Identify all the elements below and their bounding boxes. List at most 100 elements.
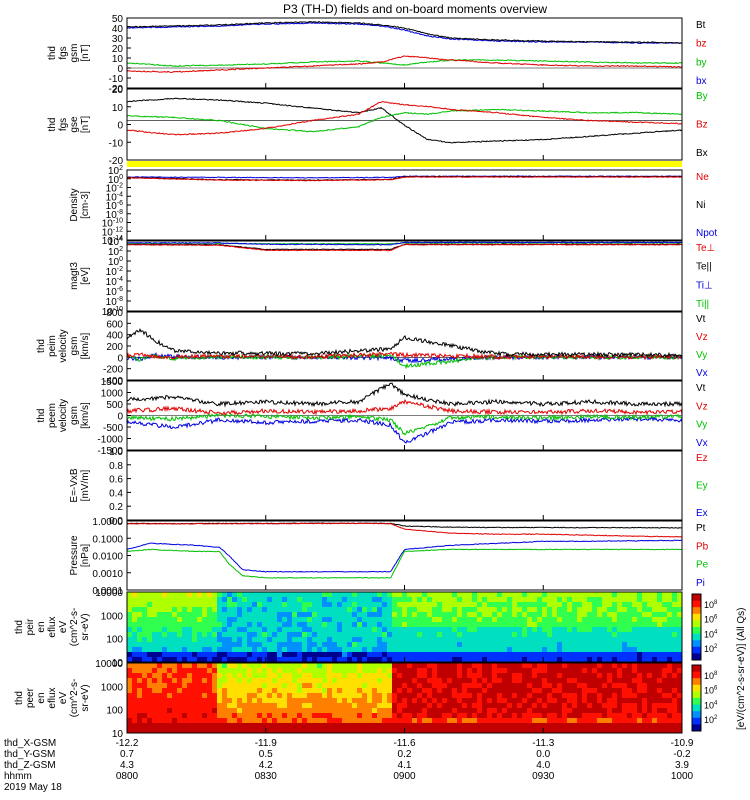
- heatmap-cell: [472, 612, 478, 618]
- heatmap-cell: [357, 592, 363, 598]
- heatmap-cell: [282, 627, 288, 633]
- heatmap-cell: [332, 652, 338, 658]
- heatmap-cell: [397, 632, 403, 638]
- heatmap-cell: [672, 673, 678, 679]
- heatmap-cell: [597, 627, 603, 633]
- heatmap-cell: [537, 637, 543, 643]
- heatmap-cell: [437, 602, 443, 608]
- heatmap-cell: [452, 683, 458, 689]
- heatmap-cell: [527, 728, 533, 734]
- heatmap-cell: [287, 718, 293, 724]
- x-tick-label: 0930: [532, 771, 555, 782]
- heatmap-cell: [517, 728, 523, 734]
- heatmap-cell: [482, 683, 488, 689]
- heatmap-cell: [207, 652, 213, 658]
- heatmap-cell: [597, 728, 603, 734]
- heatmap-cell: [352, 668, 358, 674]
- heatmap-cell: [497, 632, 503, 638]
- heatmap-cell: [432, 708, 438, 714]
- heatmap-cell: [482, 723, 488, 729]
- heatmap-cell: [542, 637, 548, 643]
- heatmap-cell: [377, 652, 383, 658]
- heatmap-cell: [562, 642, 568, 648]
- heatmap-cell: [332, 688, 338, 694]
- heatmap-cell: [617, 708, 623, 714]
- heatmap-cell: [162, 678, 168, 684]
- y-tick-label: -20: [109, 84, 124, 95]
- heatmap-cell: [527, 652, 533, 658]
- heatmap-cell: [487, 647, 493, 653]
- heatmap-cell: [557, 612, 563, 618]
- heatmap-cell: [492, 612, 498, 618]
- heatmap-cell: [352, 597, 358, 603]
- heatmap-cell: [322, 597, 328, 603]
- heatmap-cell: [672, 637, 678, 643]
- heatmap-cell: [462, 632, 468, 638]
- heatmap-cell: [402, 718, 408, 724]
- heatmap-cell: [327, 663, 333, 669]
- heatmap-cell: [347, 612, 353, 618]
- heatmap-cell: [572, 718, 578, 724]
- heatmap-cell: [567, 698, 573, 704]
- heatmap-cell: [597, 663, 603, 669]
- legend-entry: Bz: [696, 120, 708, 131]
- heatmap-cell: [572, 652, 578, 658]
- heatmap-cell: [322, 607, 328, 613]
- heatmap-cell: [267, 688, 273, 694]
- heatmap-cell: [397, 683, 403, 689]
- heatmap-cell: [302, 703, 308, 709]
- heatmap-cell: [647, 718, 653, 724]
- heatmap-cell: [332, 632, 338, 638]
- heatmap-cell: [282, 652, 288, 658]
- heatmap-cell: [417, 708, 423, 714]
- heatmap-cell: [442, 647, 448, 653]
- heatmap-cell: [562, 607, 568, 613]
- heatmap-cell: [297, 723, 303, 729]
- colorbar-tick-label: 102: [704, 715, 718, 725]
- heatmap-cell: [207, 668, 213, 674]
- heatmap-cell: [377, 607, 383, 613]
- heatmap-cell: [327, 703, 333, 709]
- heatmap-cell: [282, 597, 288, 603]
- heatmap-cell: [382, 723, 388, 729]
- heatmap-cell: [442, 592, 448, 598]
- heatmap-cell: [202, 703, 208, 709]
- heatmap-cell: [177, 698, 183, 704]
- heatmap-cell: [542, 597, 548, 603]
- heatmap-cell: [547, 678, 553, 684]
- heatmap-cell: [622, 642, 628, 648]
- heatmap-cell: [277, 693, 283, 699]
- heatmap-cell: [367, 607, 373, 613]
- heatmap-cell: [612, 703, 618, 709]
- heatmap-cell: [412, 627, 418, 633]
- heatmap-cell: [182, 657, 188, 663]
- heatmap-cell: [482, 708, 488, 714]
- heatmap-cell: [332, 657, 338, 663]
- heatmap-cell: [592, 597, 598, 603]
- heatmap-cell: [362, 683, 368, 689]
- heatmap-cell: [432, 642, 438, 648]
- heatmap-cell: [562, 622, 568, 628]
- heatmap-cell: [142, 597, 148, 603]
- heatmap-cell: [672, 683, 678, 689]
- heatmap-cell: [537, 602, 543, 608]
- heatmap-cell: [517, 678, 523, 684]
- heatmap-cell: [257, 652, 263, 658]
- heatmap-cell: [382, 703, 388, 709]
- heatmap-cell: [622, 668, 628, 674]
- heatmap-cell: [367, 632, 373, 638]
- heatmap-cell: [347, 668, 353, 674]
- heatmap-cell: [267, 657, 273, 663]
- heatmap-cell: [547, 627, 553, 633]
- heatmap-cell: [352, 617, 358, 623]
- heatmap-cell: [362, 718, 368, 724]
- heatmap-cell: [452, 678, 458, 684]
- heatmap-cell: [307, 602, 313, 608]
- heatmap-cell: [212, 718, 218, 724]
- heatmap-cell: [417, 663, 423, 669]
- heatmap-cell: [232, 617, 238, 623]
- heatmap-cell: [202, 657, 208, 663]
- heatmap-cell: [192, 698, 198, 704]
- heatmap-cell: [202, 668, 208, 674]
- heatmap-cell: [622, 617, 628, 623]
